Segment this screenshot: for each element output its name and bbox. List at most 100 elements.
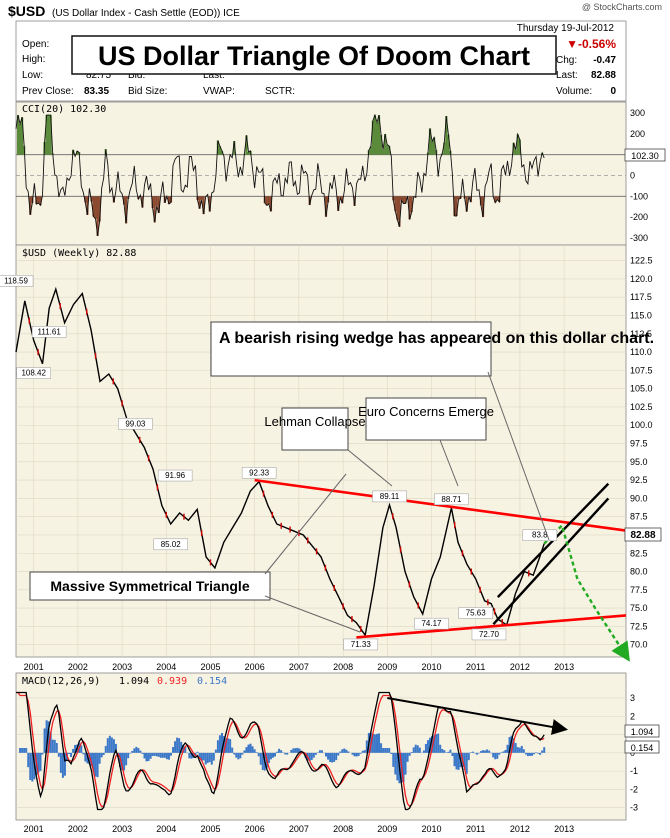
- price-tick-label: 77.5: [630, 585, 648, 595]
- price-tick-label: 105.0: [630, 384, 653, 394]
- point-label: 89.11: [380, 492, 400, 501]
- point-label: 83.8: [532, 531, 548, 540]
- x-tick-label-bottom: 2004: [156, 824, 176, 834]
- macd-legend-signal: 0.939: [157, 676, 187, 687]
- cci-panel: [15, 101, 627, 246]
- price-tick-label: 90.0: [630, 493, 648, 503]
- x-tick-label: 2002: [68, 662, 88, 672]
- price-tick-label: 107.5: [630, 365, 653, 375]
- x-tick-label: 2013: [554, 662, 574, 672]
- point-label-box: [434, 493, 469, 506]
- x-tick-label-bottom: 2001: [24, 824, 44, 834]
- wedge-callout-text: A bearish rising wedge has appeared on t…: [219, 330, 654, 347]
- point-label: 91.96: [165, 471, 186, 480]
- wedge-lower-trendline: [492, 497, 610, 626]
- x-tick-label-bottom: 2003: [112, 824, 132, 834]
- chg-value: -0.47: [593, 55, 616, 66]
- macd-tick-label: 2: [630, 711, 635, 721]
- cci-tick-label: 200: [630, 129, 645, 139]
- price-tick-label: 110.0: [630, 347, 652, 357]
- macd-divergence-line: [387, 696, 569, 735]
- point-label: 75.63: [466, 609, 487, 618]
- lower-triangle-trendline: [356, 614, 627, 639]
- point-label: 108.42: [21, 369, 46, 378]
- macd-layer: 3210-1-2-3: [16, 691, 638, 813]
- price-tick-label: 122.5: [630, 256, 653, 266]
- x-tick-label-bottom: 2012: [510, 824, 530, 834]
- x-tick-label-bottom: 2008: [333, 824, 353, 834]
- price-tick-label: 112.5: [630, 329, 652, 339]
- euro-callout-text: Euro Concerns Emerge: [358, 404, 494, 419]
- cci-last-value: 102.30: [631, 151, 659, 161]
- macd-panel: [15, 672, 627, 821]
- cci-tick-label: 300: [630, 108, 645, 118]
- prev-close-label: Prev Close:: [22, 86, 74, 97]
- lehman-callout: Lehman Collapse: [264, 407, 393, 487]
- credit: @ StockCharts.com: [582, 2, 662, 12]
- point-label-box: [16, 367, 51, 379]
- low-label: Low:: [22, 70, 43, 81]
- volume-label: Volume:: [556, 86, 592, 97]
- symbol-title: $USD: [8, 3, 45, 19]
- open-label: Open:: [22, 39, 49, 50]
- x-tick-label: 2009: [377, 662, 397, 672]
- last-label-top: Last:: [203, 70, 225, 81]
- low-value: 82.75: [86, 70, 111, 81]
- lehman-callout-text: Lehman Collapse: [264, 414, 365, 429]
- macd-tick-label: 3: [630, 693, 635, 703]
- price-tick-label: 87.5: [630, 512, 648, 522]
- cci-line: [15, 113, 545, 236]
- x-tick-label: 2011: [466, 662, 485, 672]
- euro-callout: Euro Concerns Emerge: [358, 397, 494, 487]
- chg-label: Chg:: [556, 55, 577, 66]
- point-label-box: [414, 617, 449, 630]
- chart-header: $USD (US Dollar Index - Cash Settle (EOD…: [8, 2, 662, 102]
- upper-triangle-trendline: [254, 478, 627, 532]
- point-label: 111.61: [38, 327, 62, 336]
- macd-line: [16, 691, 545, 811]
- price-last-value: 82.88: [630, 530, 655, 541]
- price-tick-label: 120.0: [630, 274, 653, 284]
- point-label: 92.33: [249, 468, 270, 477]
- point-label-box: [31, 326, 67, 338]
- point-label-box: [157, 469, 193, 482]
- x-tick-label: 2003: [112, 662, 132, 672]
- x-tick-label: 2005: [200, 662, 220, 672]
- point-label: 71.33: [351, 640, 372, 649]
- x-tick-label-bottom: 2002: [68, 824, 88, 834]
- bid-size-label: Bid Size:: [128, 86, 167, 97]
- macd-last-value: 1.094: [631, 727, 654, 737]
- point-label-box: [372, 490, 407, 503]
- price-tick-label: 97.5: [630, 439, 648, 449]
- macd-hist-last-value: 0.154: [631, 743, 654, 753]
- price-tick-label: 95.0: [630, 457, 648, 467]
- headline-box: [71, 35, 557, 75]
- point-label: 99.03: [125, 419, 146, 428]
- price-legend: $USD (Weekly) 82.88: [22, 248, 136, 259]
- macd-legend-name: MACD(12,26,9): [22, 676, 100, 687]
- x-tick-label-bottom: 2011: [466, 824, 485, 834]
- cci-tick-label: -300: [630, 233, 648, 243]
- x-tick-label: 2007: [289, 662, 309, 672]
- triangle-callout-text: Massive Symmetrical Triangle: [50, 578, 249, 594]
- point-label-box: [153, 538, 188, 551]
- x-tick-label: 2010: [421, 662, 441, 672]
- high-label: High:: [22, 54, 45, 65]
- x-tick-label-bottom: 2007: [289, 824, 309, 834]
- price-tick-label: 72.5: [630, 621, 648, 631]
- point-label: 72.70: [479, 630, 500, 639]
- macd-legend-value: 1.094: [119, 676, 149, 687]
- price-tick-label: 80.0: [630, 567, 648, 577]
- x-tick-label: 2012: [510, 662, 530, 672]
- prev-close-value: 83.35: [84, 86, 109, 97]
- x-tick-label-bottom: 2009: [377, 824, 397, 834]
- price-tick-label: 75.0: [630, 603, 648, 613]
- price-tick-label: 82.5: [630, 548, 648, 558]
- point-label-box: [522, 529, 558, 541]
- price-tick-label: 102.5: [630, 402, 653, 412]
- price-tick-label: 117.5: [630, 292, 652, 302]
- price-tick-label: 70.0: [630, 640, 648, 650]
- cci-legend: CCI(20) 102.30: [22, 104, 106, 115]
- macd-legend: MACD(12,26,9) 1.094 0.939 0.154: [22, 676, 227, 687]
- macd-tick-label: -1: [630, 766, 638, 776]
